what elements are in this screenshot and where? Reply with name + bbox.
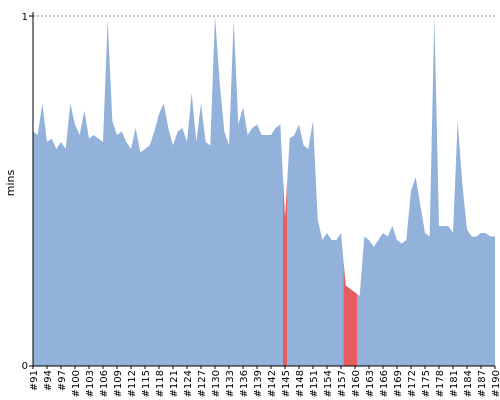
x-tick-label: #112 — [127, 370, 138, 397]
y-axis-label: mins — [4, 169, 17, 196]
x-tick-label: #148 — [295, 370, 306, 397]
x-tick-label: #127 — [197, 370, 208, 397]
x-tick-label: #103 — [85, 370, 96, 397]
x-tick-label: #172 — [407, 370, 418, 397]
x-tick-label: #118 — [155, 370, 166, 397]
x-tick-label: #187 — [477, 370, 488, 397]
failed-build-segment — [350, 289, 357, 366]
x-tick-label: #184 — [463, 370, 474, 397]
x-tick-label: #94 — [43, 370, 54, 391]
failed-build-segment — [283, 178, 287, 366]
x-tick-label: #166 — [379, 370, 390, 397]
x-tick-label: #157 — [337, 370, 348, 397]
area-layer — [33, 16, 495, 366]
x-tick-label: #154 — [323, 370, 334, 397]
x-tick-label: #151 — [309, 370, 320, 397]
x-tick-label: #130 — [211, 370, 222, 397]
x-tick-label: #145 — [281, 370, 292, 397]
x-tick-label: #91 — [29, 370, 40, 391]
x-tick-label: #133 — [225, 370, 236, 397]
y-tick-label: 1 — [22, 12, 28, 23]
x-tick-label: #181 — [449, 370, 460, 397]
x-tick-label: #178 — [435, 370, 446, 397]
axes-layer — [29, 12, 495, 367]
failed-build-segment — [343, 263, 346, 366]
y-ticks: 1 0 — [22, 12, 28, 372]
duration-area — [33, 16, 495, 366]
x-tick-label: #142 — [267, 370, 278, 397]
x-tick-label: #121 — [169, 370, 180, 397]
x-tick-label: #100 — [71, 370, 82, 397]
x-tick-label: #190 — [491, 370, 500, 397]
x-ticks: #91 #94 #97 #100 #103 #106 #109 #112 #115 #118 #12… — [29, 366, 500, 397]
failed-build-segment — [345, 285, 351, 366]
y-tick-label: 0 — [22, 361, 28, 372]
x-tick-label: #124 — [183, 370, 194, 397]
x-tick-label: #136 — [239, 370, 250, 397]
x-tick-label: #169 — [393, 370, 404, 397]
x-tick-label: #139 — [253, 370, 264, 397]
x-tick-label: #106 — [99, 370, 110, 397]
x-tick-label: #160 — [351, 370, 362, 397]
x-tick-label: #163 — [365, 370, 376, 397]
x-tick-label: #175 — [421, 370, 432, 397]
x-tick-label: #115 — [141, 370, 152, 397]
x-tick-label: #97 — [57, 370, 68, 391]
x-tick-label: #109 — [113, 370, 124, 397]
